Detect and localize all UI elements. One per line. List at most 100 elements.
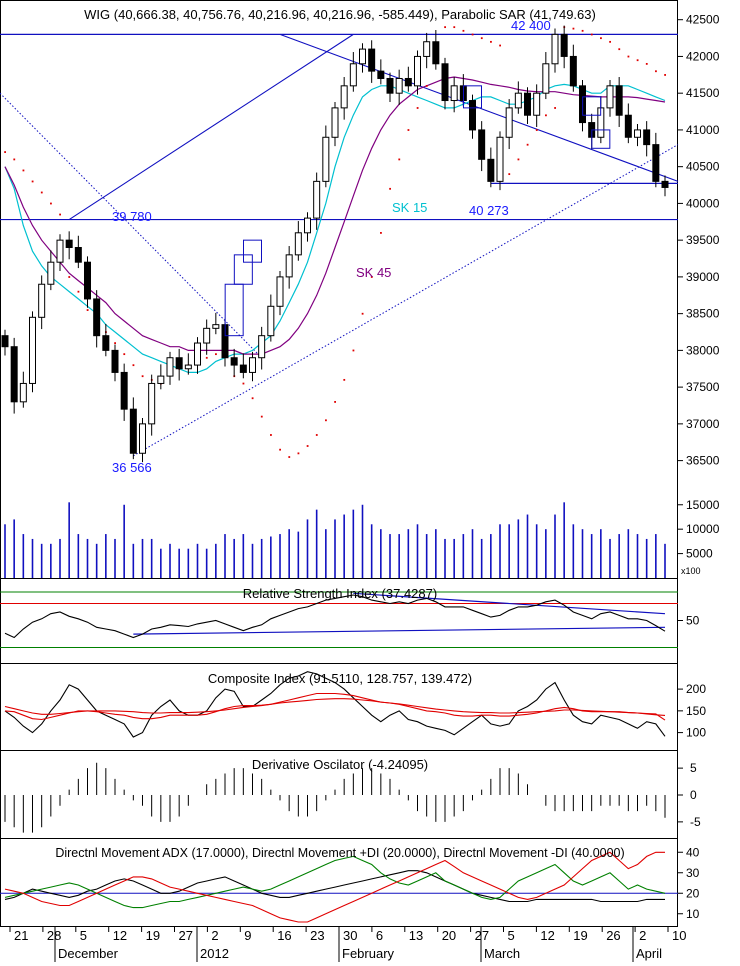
sar-point: [480, 37, 483, 40]
candle-up: [267, 305, 275, 337]
support-annotation: 39 780: [112, 209, 152, 224]
y-tick-label: 30: [686, 866, 700, 880]
candle-up: [148, 382, 156, 425]
candle-down: [1, 335, 9, 348]
volume-panel: 5000 10000 15000: [4, 498, 720, 578]
rsi-title: Relative Strength Index (37.4287): [243, 586, 437, 601]
candle-up: [349, 63, 357, 87]
candle-down: [111, 349, 119, 373]
sar-point: [600, 37, 602, 40]
sar-point: [590, 33, 593, 36]
sar-point: [260, 415, 263, 418]
y-tick-label: 40000: [686, 196, 720, 210]
sar-point: [655, 70, 657, 73]
y-tick-label: 5: [690, 761, 697, 775]
price-title: WIG (40,666.38, 40,756.76, 40,216.96, 40…: [84, 7, 596, 22]
sar-point: [352, 349, 355, 352]
candle-down: [230, 357, 238, 366]
candle-down: [129, 408, 137, 454]
sar-point: [40, 191, 43, 194]
sar-point: [490, 40, 492, 43]
candle-down: [432, 41, 440, 65]
candle-up: [184, 364, 192, 370]
candle-up: [450, 85, 458, 102]
candle-down: [120, 371, 128, 410]
y-tick-label: 40500: [686, 160, 720, 174]
derivative-oscillator-panel: -5 0 5: [4, 761, 701, 833]
volume-unit-label: x100: [681, 566, 701, 576]
sar-point: [444, 26, 446, 29]
price-panel: 36500 37000 37500 38000 38500 39000 39500 40000…: [0, 13, 720, 468]
sar-point: [251, 397, 254, 400]
sar-point: [288, 456, 291, 458]
sar-point: [4, 151, 6, 153]
sar-point: [343, 378, 346, 381]
y-tick-label: 39500: [686, 233, 720, 247]
candle-up: [166, 357, 174, 377]
x-tick-label: 26: [606, 928, 620, 943]
x-tick-label: 27: [475, 928, 489, 943]
candle-up: [194, 342, 201, 366]
y-tick-label: 0: [690, 788, 697, 802]
candle-down: [487, 158, 495, 182]
candle-down: [377, 70, 385, 79]
sar-point: [535, 129, 538, 131]
candle-down: [175, 357, 183, 370]
candle-down: [661, 180, 669, 188]
pattern-box: [582, 96, 602, 116]
pattern-box: [591, 129, 611, 149]
y-tick-label: 20: [686, 886, 700, 900]
sar-point: [279, 448, 281, 451]
sar-point: [50, 202, 52, 205]
candle-down: [10, 346, 18, 403]
y-tick-label: 38500: [686, 307, 720, 321]
sar-point: [270, 434, 272, 436]
minus-di-line: [4, 851, 665, 923]
adx-line: [4, 870, 665, 903]
candle-up: [38, 283, 46, 318]
sk45-label: SK 45: [356, 265, 391, 280]
x-tick-label: 19: [573, 928, 587, 943]
sar-point: [86, 309, 89, 311]
x-tick-label: 20: [442, 928, 456, 943]
sar-point: [370, 276, 373, 278]
sar-point: [361, 312, 364, 315]
sar-point: [132, 364, 135, 367]
x-tick-label: 2: [639, 928, 646, 943]
x-tick-label: 16: [277, 928, 291, 943]
sar-point: [215, 353, 217, 356]
x-tick-label: 21: [14, 928, 28, 943]
candle-down: [524, 92, 531, 116]
candle-up: [359, 48, 366, 65]
dmi-title: Directnl Movement ADX (17.0000), Directn…: [55, 846, 624, 860]
sar-point: [398, 158, 401, 161]
candle-up: [294, 232, 302, 256]
sar-point: [380, 232, 382, 234]
candle-up: [606, 85, 614, 109]
candle-up: [533, 92, 541, 116]
sar-point: [334, 401, 336, 403]
x-axis: 21 28 5 12 19 27 2 9 16 23 30 6 13 20 27 5 12 19 26 2 10 Dece…: [0, 926, 686, 962]
sar-point: [297, 452, 300, 455]
y-tick-label: 10: [686, 907, 700, 921]
candle-down: [441, 63, 449, 102]
candle-down: [368, 48, 376, 72]
x-tick-label: 10: [672, 928, 686, 943]
candle-down: [93, 298, 101, 337]
candle-up: [551, 33, 559, 65]
low-annotation: 36 566: [112, 460, 152, 475]
candle-down: [560, 33, 568, 57]
candle-up: [634, 129, 641, 138]
sk15-label: SK 15: [392, 200, 427, 215]
sar-point: [545, 114, 547, 117]
y-tick-label: -5: [690, 815, 701, 829]
derivative-oscillator-title: Derivative Oscilator (-4.24095): [252, 757, 428, 772]
x-tick-label: 13: [409, 928, 423, 943]
sar-point: [471, 33, 474, 36]
y-tick-label: 10000: [686, 522, 720, 536]
sar-point: [453, 26, 456, 29]
uptrend-line: [68, 33, 354, 221]
candle-down: [478, 129, 486, 160]
candle-down: [84, 261, 91, 300]
